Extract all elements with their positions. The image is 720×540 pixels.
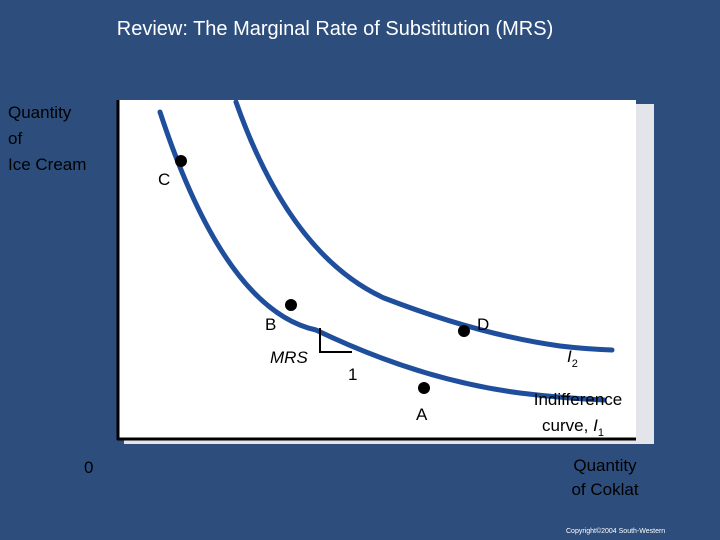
point-b-label: B — [265, 315, 276, 334]
curve-i1-letter: I — [593, 416, 598, 435]
point-d-label: D — [477, 315, 489, 334]
mrs-label: MRS — [270, 348, 308, 367]
y-axis-label: Quantity of Ice Cream — [8, 100, 118, 178]
point-b-marker — [285, 299, 297, 311]
plot-area — [118, 100, 636, 438]
copyright-notice: Copyright©2004 South-Western — [566, 528, 666, 535]
point-a-marker — [418, 382, 430, 394]
curve-i1-prefix: curve, — [542, 416, 593, 435]
curve-i1-label-line2: curve, I1 — [542, 416, 604, 439]
y-axis-label-line: Ice Cream — [8, 155, 87, 174]
y-axis-label-line: Quantity — [8, 103, 72, 122]
curve-i1-label-line1: Indifference — [534, 390, 623, 409]
mrs-triangle — [319, 328, 352, 353]
indifference-curve-i1 — [157, 109, 607, 403]
curve-i2-label: I2 — [567, 347, 578, 370]
origin-label: 0 — [84, 458, 94, 477]
x-axis-label-line: of Coklat — [571, 480, 639, 499]
point-a-label: A — [416, 405, 428, 424]
slide-title: Review: The Marginal Rate of Substitutio… — [116, 18, 554, 40]
curve-i2-letter: I — [567, 347, 572, 366]
x-axis-label-line: Quantity — [573, 456, 637, 475]
run-label: 1 — [348, 365, 357, 384]
y-axis-label-line: of — [8, 129, 23, 148]
point-d-marker — [458, 325, 470, 337]
curve-i2-subscript: 2 — [572, 358, 578, 370]
indifference-curve-i2 — [233, 99, 615, 353]
point-c-label: C — [158, 170, 170, 189]
curve-i1-subscript: 1 — [598, 427, 604, 439]
x-axis-label: Quantity of Coklat — [540, 454, 670, 502]
point-c-marker — [175, 155, 187, 167]
